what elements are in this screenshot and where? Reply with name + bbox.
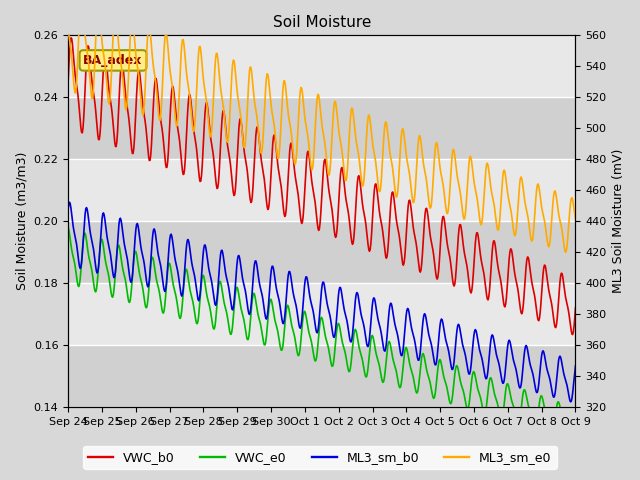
Title: Soil Moisture: Soil Moisture bbox=[273, 15, 371, 30]
Text: BA_adex: BA_adex bbox=[83, 54, 143, 67]
Y-axis label: Soil Moisture (m3/m3): Soil Moisture (m3/m3) bbox=[15, 152, 28, 290]
Y-axis label: ML3 Soil Moisture (mV): ML3 Soil Moisture (mV) bbox=[612, 149, 625, 293]
Bar bbox=[68, 221, 575, 283]
Bar bbox=[68, 97, 575, 159]
Legend: VWC_b0, VWC_e0, ML3_sm_b0, ML3_sm_e0: VWC_b0, VWC_e0, ML3_sm_b0, ML3_sm_e0 bbox=[83, 446, 557, 469]
Bar bbox=[68, 345, 575, 407]
